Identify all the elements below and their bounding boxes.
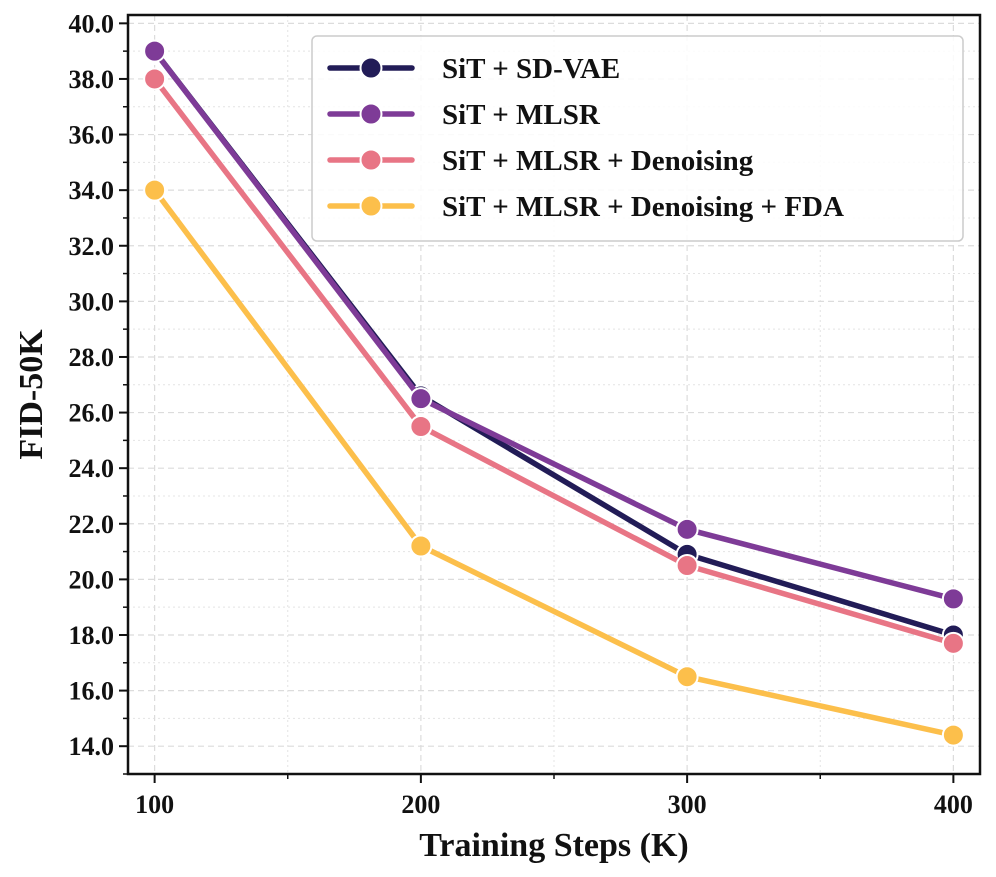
legend-label: SiT + MLSR	[442, 99, 601, 131]
data-point	[675, 553, 699, 577]
series-2	[143, 39, 965, 611]
data-point	[675, 665, 699, 689]
y-tick-label: 34.0	[69, 176, 115, 205]
plot-frame	[126, 13, 982, 776]
series-line	[151, 48, 957, 602]
y-tick-label: 14.0	[69, 732, 115, 761]
legend-label: SiT + SD-VAE	[442, 53, 620, 85]
series-line	[151, 187, 957, 738]
series-lines	[143, 39, 965, 747]
legend-marker	[359, 102, 383, 126]
data-point	[941, 587, 965, 611]
y-tick-labels: 14.0 16.0 18.0 20.0 22.0 24.0 26.0 28.0 30.0 32.0…	[69, 9, 115, 761]
y-tick-label: 22.0	[69, 510, 115, 539]
series-4	[143, 178, 965, 747]
series-3	[143, 67, 965, 655]
y-tick-label: 26.0	[69, 399, 115, 428]
data-point	[143, 67, 167, 91]
x-tick-label: 400	[934, 790, 973, 819]
x-tick-label: 100	[135, 790, 174, 819]
series-line	[151, 76, 957, 647]
x-axis-title: Training Steps (K)	[419, 827, 689, 864]
y-tick-label: 28.0	[69, 343, 115, 372]
data-point	[143, 178, 167, 202]
data-point	[143, 39, 167, 63]
data-point	[941, 723, 965, 747]
y-tick-label: 24.0	[69, 454, 115, 483]
y-tick-label: 38.0	[69, 65, 115, 94]
y-axis-title: FID-50K	[13, 329, 50, 460]
y-tick-label: 30.0	[69, 287, 115, 316]
y-tick-label: 18.0	[69, 621, 115, 650]
y-tick-label: 32.0	[69, 232, 115, 261]
x-tick-labels: 100 200 300 400	[135, 790, 973, 819]
legend-marker	[359, 148, 383, 172]
x-tick-label: 200	[401, 790, 440, 819]
data-point	[409, 414, 433, 438]
x-tick-label: 300	[668, 790, 707, 819]
legend-label: SiT + MLSR + Denoising	[442, 145, 754, 177]
legend: SiT + SD-VAE SiT + MLSR SiT + MLSR + Denoi…	[311, 35, 964, 242]
y-tick-label: 16.0	[69, 677, 115, 706]
legend-label: SiT + MLSR + Denoising + FDA	[442, 191, 844, 223]
data-point	[941, 631, 965, 655]
data-point	[409, 534, 433, 558]
legend-box	[311, 35, 964, 242]
axis-ticks	[119, 22, 955, 783]
legend-marker	[359, 56, 383, 80]
data-point	[675, 517, 699, 541]
y-tick-label: 36.0	[69, 121, 115, 150]
y-tick-label: 40.0	[69, 9, 115, 38]
legend-marker	[359, 194, 383, 218]
y-tick-label: 20.0	[69, 565, 115, 594]
data-point	[409, 387, 433, 411]
